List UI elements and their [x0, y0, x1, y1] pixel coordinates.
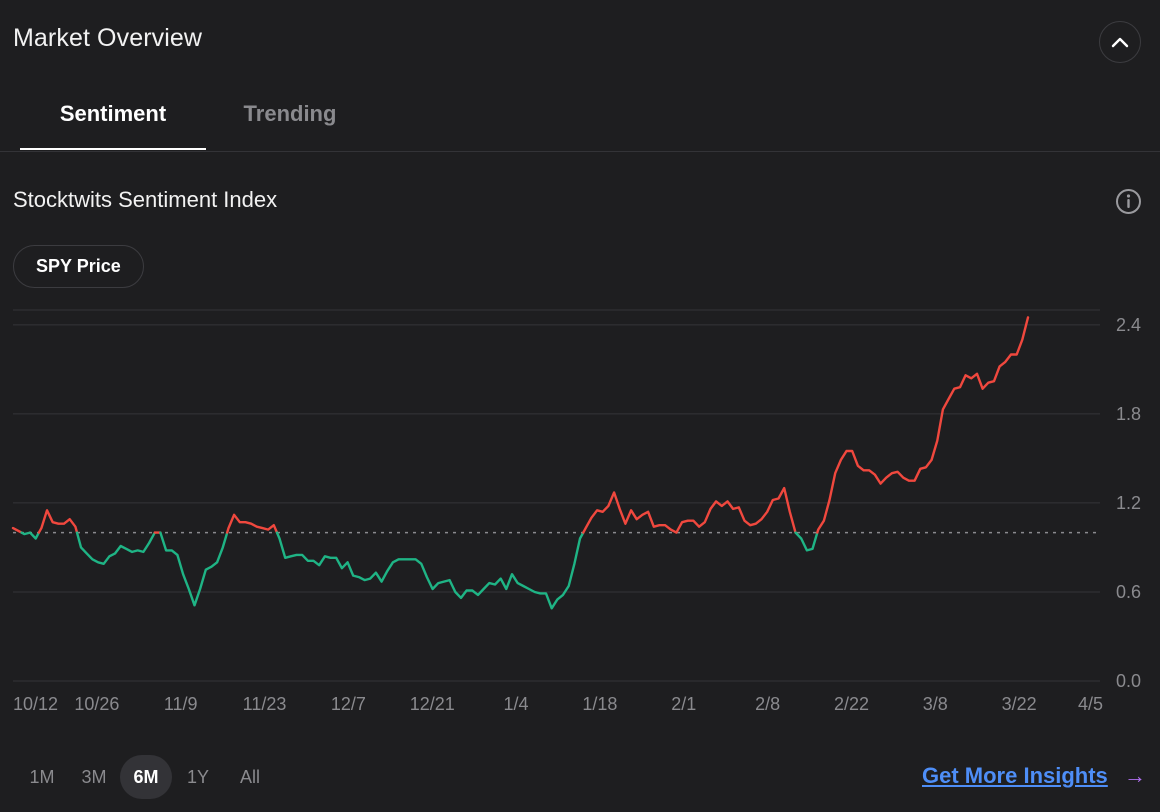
y-tick-label: 0.6 — [1116, 582, 1141, 602]
y-tick-label: 1.2 — [1116, 493, 1141, 513]
get-more-insights-link[interactable]: Get More Insights — [922, 763, 1108, 788]
series-line-below — [159, 531, 229, 607]
x-tick-label: 12/7 — [331, 694, 366, 714]
info-icon[interactable] — [1115, 188, 1142, 215]
x-tick-label: 10/12 — [13, 694, 58, 714]
page-title: Market Overview — [13, 24, 203, 52]
y-tick-label: 0.0 — [1116, 671, 1141, 691]
range-1m-button[interactable]: 1M — [29, 766, 55, 787]
x-tick-label: 12/21 — [410, 694, 455, 714]
x-tick-label: 2/1 — [671, 694, 696, 714]
x-tick-label: 11/9 — [164, 694, 198, 714]
x-tick-label: 10/26 — [74, 694, 119, 714]
x-tick-label: 11/23 — [243, 694, 287, 714]
x-tick-label: 4/5 — [1078, 694, 1103, 714]
range-all-button[interactable]: All — [239, 766, 260, 787]
series-line-below — [28, 531, 41, 540]
series-line-below — [20, 531, 32, 536]
series-line-above — [816, 316, 1030, 534]
time-range-selector: 1M 3M 6M 1Y All — [16, 755, 276, 799]
y-tick-label: 1.8 — [1116, 404, 1141, 424]
sentiment-chart: 0.0 0.6 1.2 1.8 2.4 10/12 10/26 11/9 11/23 12/7 12… — [11, 309, 1141, 714]
arrow-right-icon[interactable]: → — [1124, 763, 1146, 788]
series-line-above — [37, 509, 79, 534]
x-tick-label: 3/8 — [923, 694, 948, 714]
collapse-button[interactable] — [1099, 21, 1141, 63]
x-tick-label: 3/22 — [1002, 694, 1037, 714]
spy-price-toggle[interactable]: SPY Price — [13, 245, 144, 288]
range-6m-button[interactable]: 6M — [120, 755, 172, 799]
tab-trending[interactable]: Trending — [243, 101, 337, 126]
range-1y-button[interactable]: 1Y — [186, 766, 210, 787]
series-line-below — [794, 531, 819, 552]
x-tick-label: 2/8 — [755, 694, 780, 714]
chart-title: Stocktwits Sentiment Index — [13, 187, 278, 212]
series-line-above — [225, 513, 279, 534]
tab-sentiment[interactable]: Sentiment — [20, 92, 206, 150]
y-tick-label: 2.4 — [1116, 315, 1141, 335]
series-line-above — [582, 486, 797, 534]
x-tick-label: 1/18 — [582, 694, 617, 714]
chevron-up-icon — [1111, 37, 1129, 48]
series-line-below — [275, 531, 585, 610]
x-tick-label: 2/22 — [834, 694, 869, 714]
tab-bar: Sentiment Trending — [0, 92, 1160, 152]
x-tick-label: 1/4 — [504, 694, 529, 714]
range-3m-button[interactable]: 3M — [81, 766, 107, 787]
series-line-below — [75, 531, 157, 565]
